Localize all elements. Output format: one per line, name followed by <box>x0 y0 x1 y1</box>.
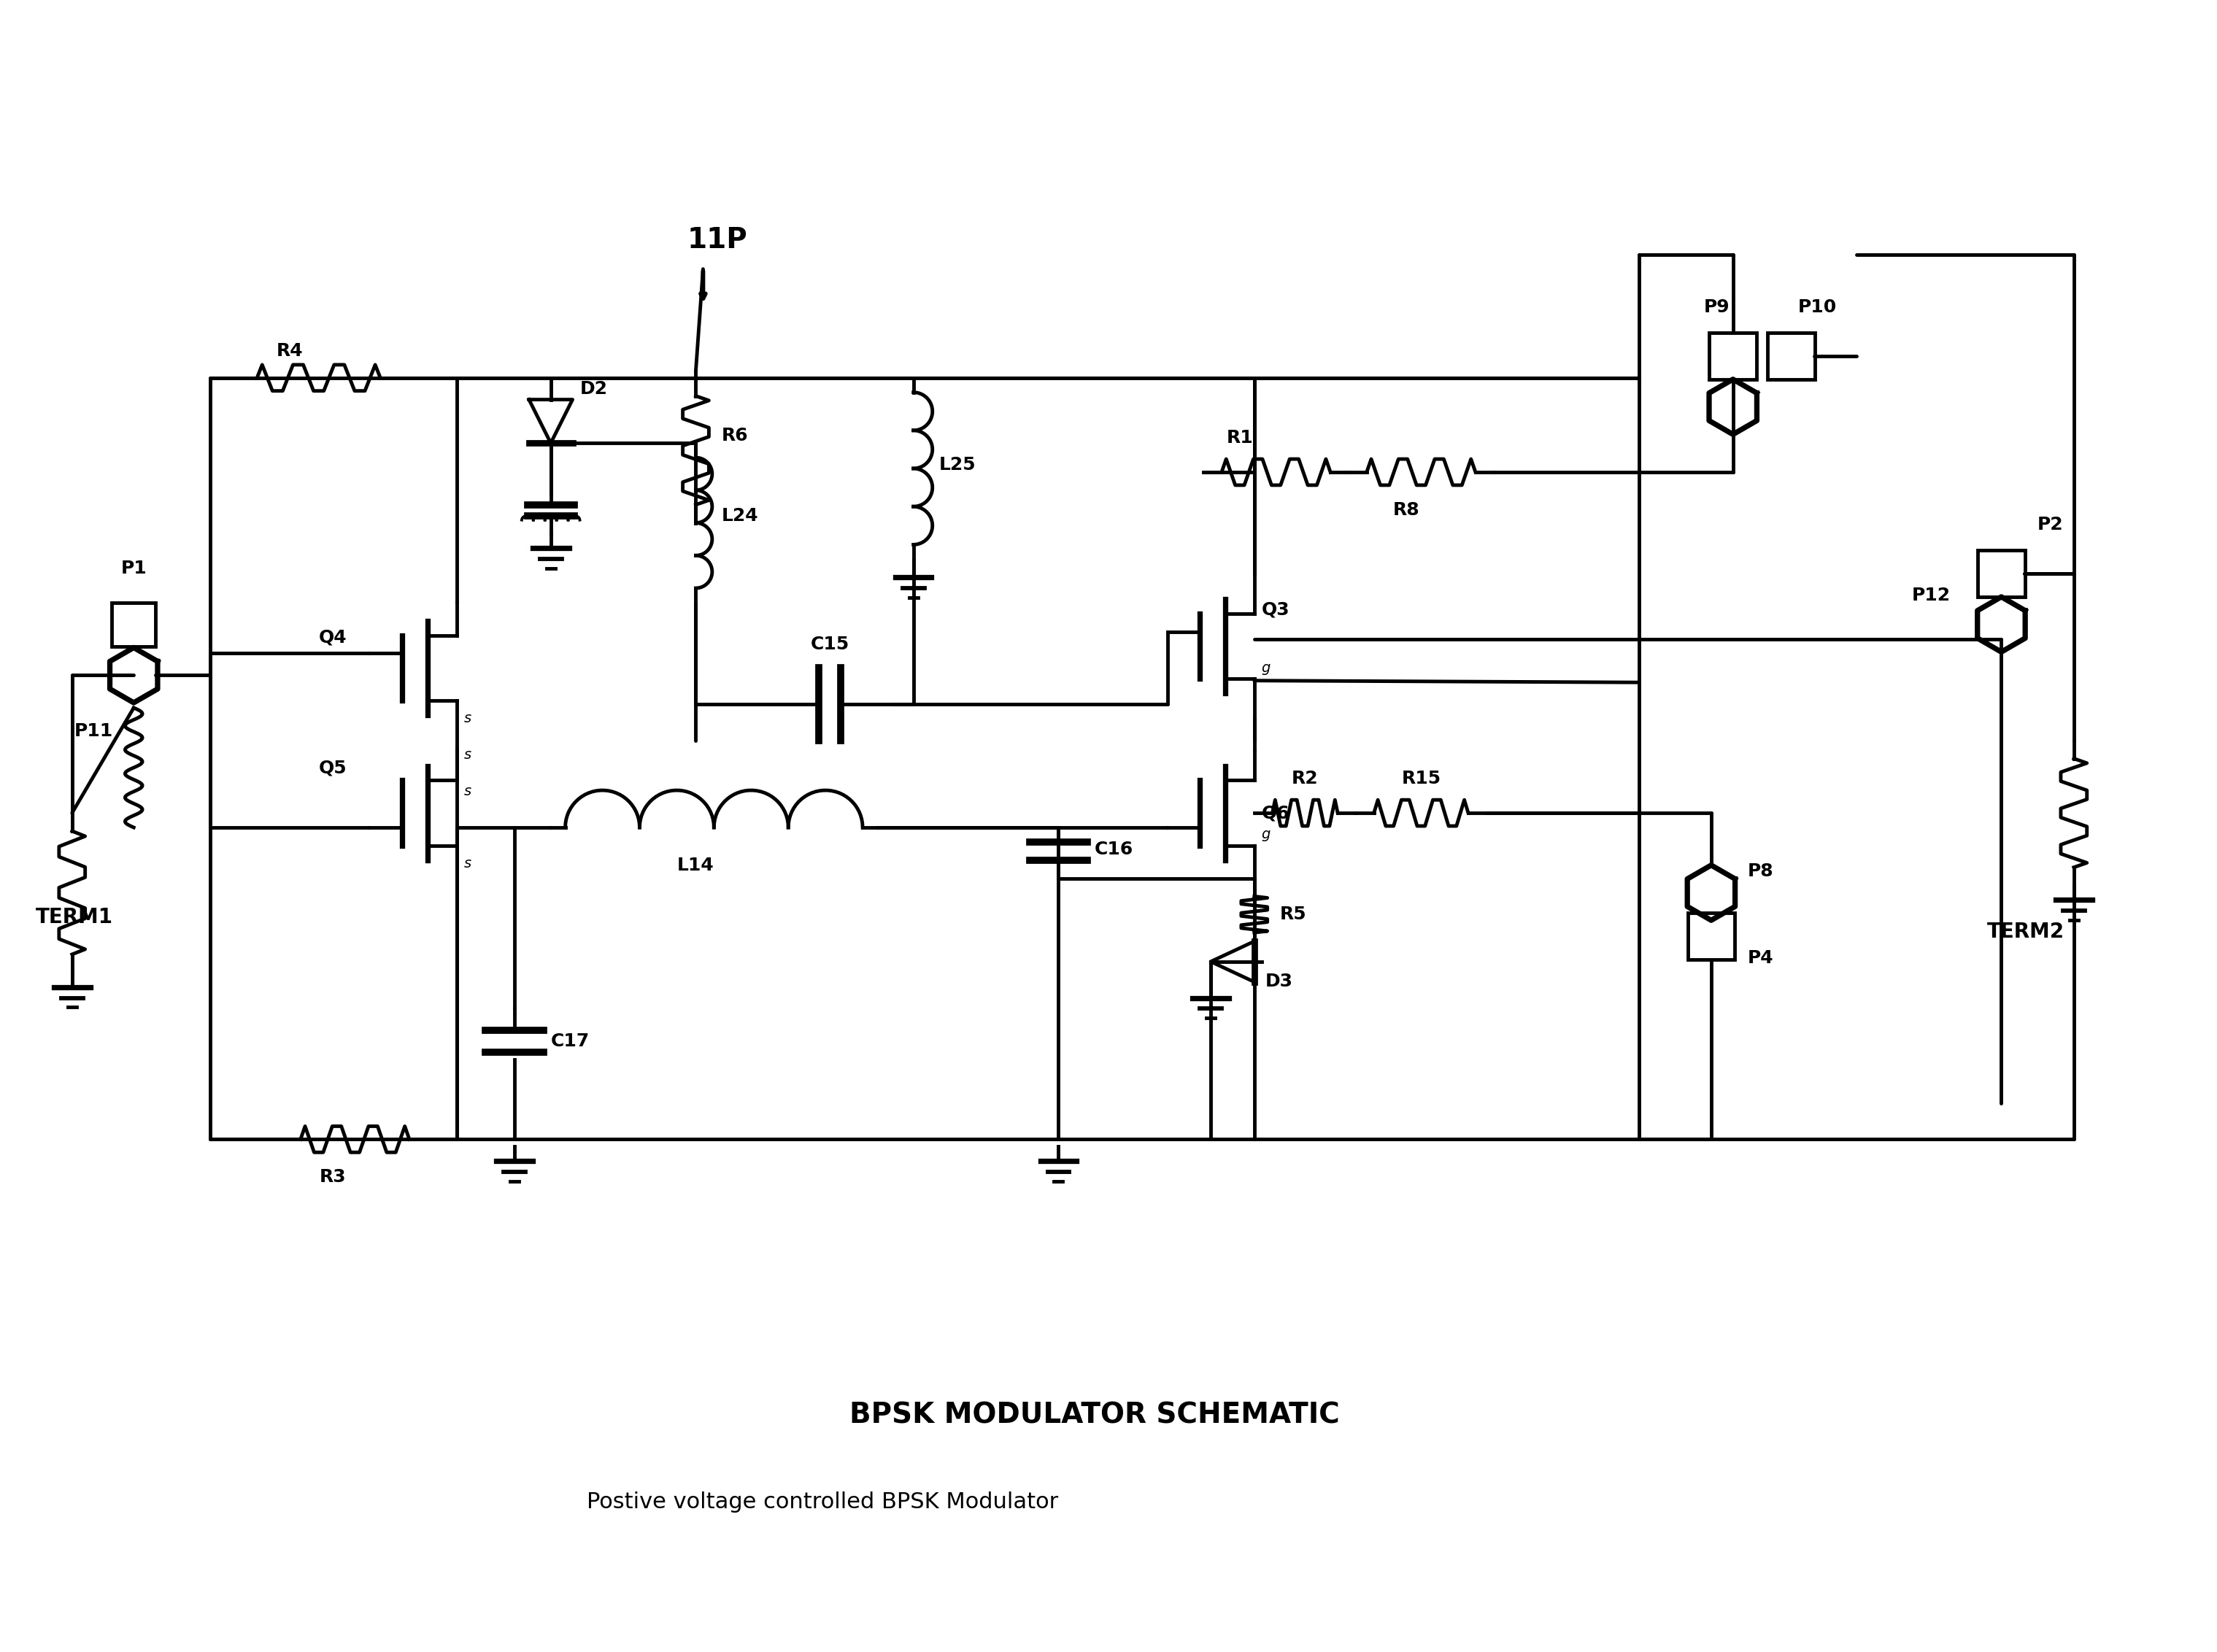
Text: TERM2: TERM2 <box>1986 922 2064 942</box>
Text: g: g <box>1261 661 1270 674</box>
Text: L25: L25 <box>938 456 975 474</box>
Text: R3: R3 <box>319 1168 346 1186</box>
Text: s: s <box>463 748 472 762</box>
Text: s: s <box>463 785 472 798</box>
Text: P11: P11 <box>75 722 113 740</box>
Text: TERM1: TERM1 <box>35 907 113 928</box>
Text: C17: C17 <box>550 1032 590 1051</box>
Bar <box>1709 332 1756 380</box>
Text: R1: R1 <box>1226 430 1253 446</box>
Bar <box>113 603 155 646</box>
Text: s: s <box>463 712 472 725</box>
Text: L14: L14 <box>678 856 714 874</box>
Text: Q6: Q6 <box>1261 805 1290 821</box>
Text: P2: P2 <box>2037 515 2064 534</box>
Text: R8: R8 <box>1392 501 1419 519</box>
Text: R15: R15 <box>1401 770 1441 788</box>
Text: C15: C15 <box>811 636 849 654</box>
Text: BPSK MODULATOR SCHEMATIC: BPSK MODULATOR SCHEMATIC <box>849 1401 1339 1429</box>
Text: P9: P9 <box>1705 299 1729 316</box>
Text: Q3: Q3 <box>1261 601 1290 618</box>
Text: D2: D2 <box>581 380 607 398</box>
Text: P1: P1 <box>120 560 146 577</box>
Text: Q5: Q5 <box>319 760 348 776</box>
Text: R6: R6 <box>721 428 747 444</box>
Text: R5: R5 <box>1279 905 1306 923</box>
Text: Q4: Q4 <box>319 629 348 646</box>
Text: L24: L24 <box>721 507 758 524</box>
Bar <box>1978 550 2024 596</box>
Text: 11P: 11P <box>687 226 747 254</box>
Text: D3: D3 <box>1266 973 1293 990</box>
Text: P10: P10 <box>1798 299 1838 316</box>
Bar <box>1767 332 1814 380</box>
Text: g: g <box>1261 828 1270 841</box>
Text: R2: R2 <box>1293 770 1319 788</box>
Text: s: s <box>463 857 472 871</box>
Text: P12: P12 <box>1911 586 1951 605</box>
Text: P8: P8 <box>1747 862 1774 881</box>
Bar <box>1687 912 1734 960</box>
Text: C16: C16 <box>1095 841 1133 857</box>
Text: R4: R4 <box>277 342 304 360</box>
Text: Postive voltage controlled BPSK Modulator: Postive voltage controlled BPSK Modulato… <box>588 1492 1060 1513</box>
Text: P4: P4 <box>1747 950 1774 966</box>
